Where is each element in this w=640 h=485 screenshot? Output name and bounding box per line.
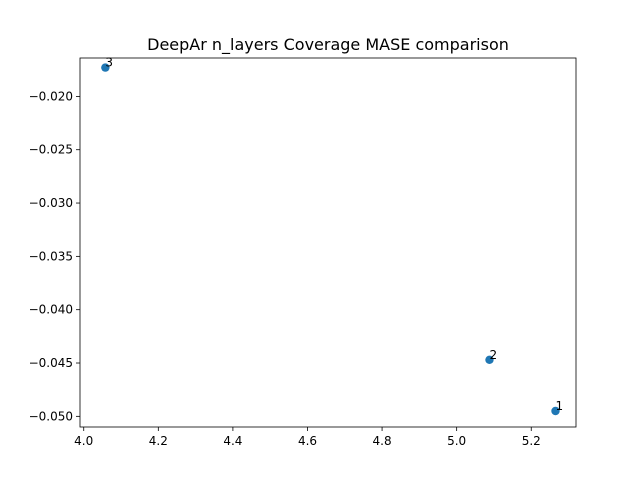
x-tick-label: 4.4 (223, 434, 242, 448)
y-tick-label: −0.030 (29, 196, 73, 210)
plot-area: 4.0 4.2 4.4 4.6 4.8 5.0 5.2 −0.050 −0.045 −0.040 −… (29, 56, 577, 448)
y-tick-label: −0.050 (29, 409, 73, 423)
x-tick-label: 4.2 (149, 434, 168, 448)
y-tick-label: −0.020 (29, 89, 73, 103)
axes-frame (79, 57, 577, 428)
data-point-label: 2 (489, 348, 497, 362)
chart-title: DeepAr n_layers Coverage MASE comparison (147, 35, 509, 55)
x-tick-label: 5.2 (522, 434, 541, 448)
x-tick-label: 4.6 (298, 434, 317, 448)
data-point (551, 406, 560, 416)
x-tick-label: 4.0 (74, 434, 93, 448)
data-point (101, 63, 110, 72)
y-tick-label: −0.035 (29, 249, 73, 263)
y-tick-label: −0.025 (29, 143, 73, 157)
data-point (485, 355, 494, 365)
y-tick-label: −0.045 (29, 356, 73, 370)
data-point-label: 3 (105, 56, 113, 70)
x-tick-label: 4.8 (373, 434, 392, 448)
y-tick-label: −0.040 (29, 303, 73, 317)
x-tick-label: 5.0 (447, 434, 466, 448)
data-point-label: 1 (555, 399, 563, 413)
